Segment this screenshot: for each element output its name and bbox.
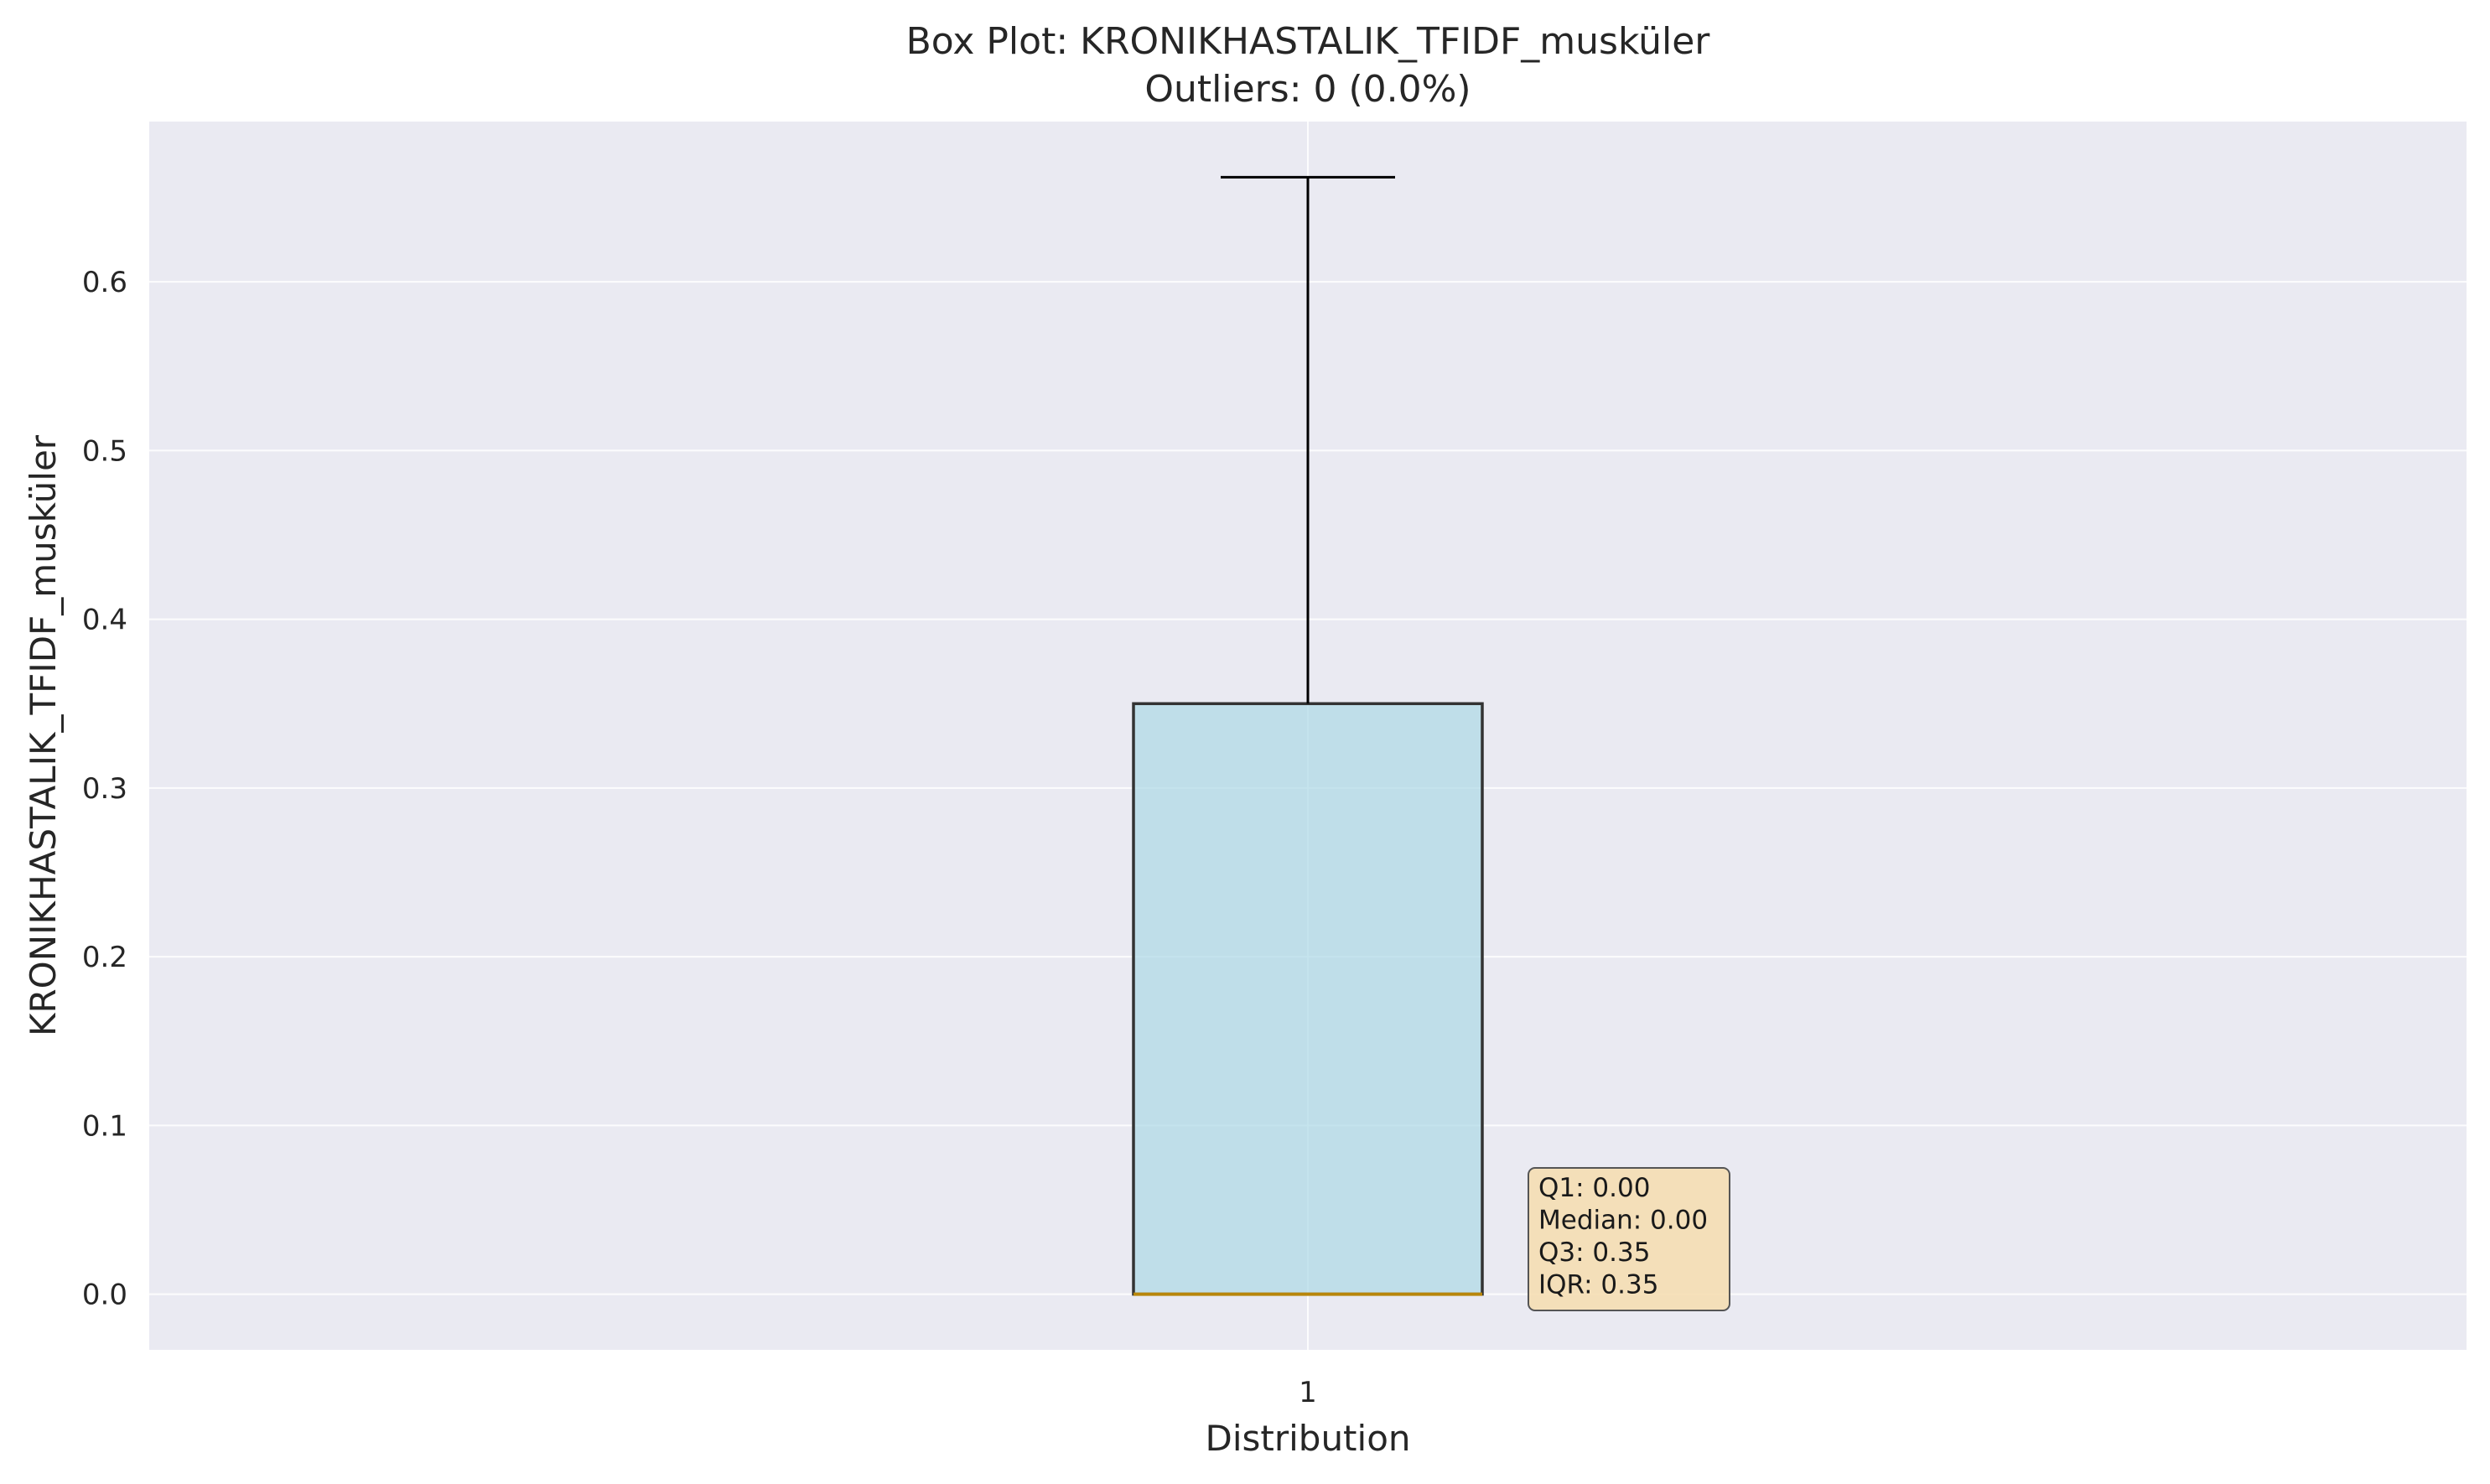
y-tick-label: 0.5	[82, 434, 127, 468]
y-axis-ticks: 0.0 0.1 0.2 0.3 0.4 0.5 0.6	[82, 266, 127, 1311]
stats-line: Q1: 0.00	[1538, 1173, 1650, 1203]
x-tick-label: 1	[1299, 1376, 1317, 1409]
y-tick-label: 0.1	[82, 1109, 127, 1143]
y-tick-label: 0.0	[82, 1279, 127, 1312]
box-iqr	[1132, 702, 1484, 1296]
chart-title: Box Plot: KRONIKHASTALIK_TFIDF_musküler	[906, 20, 1711, 63]
stats-line: Median: 0.00	[1538, 1206, 1708, 1236]
y-tick-label: 0.2	[82, 941, 127, 974]
stats-line: IQR: 0.35	[1538, 1270, 1658, 1300]
y-tick-label: 0.3	[82, 772, 127, 806]
box-plot-marks	[1132, 175, 1484, 1296]
stats-line: Q3: 0.35	[1538, 1238, 1650, 1268]
x-axis-label: Distribution	[1205, 1418, 1410, 1459]
chart-subtitle: Outliers: 0 (0.0%)	[1144, 68, 1471, 111]
y-axis-label: KRONIKHASTALIK_TFIDF_musküler	[23, 434, 64, 1036]
x-axis-ticks: 1	[1299, 1376, 1317, 1409]
y-tick-label: 0.4	[82, 604, 127, 637]
stats-box-background	[1528, 1167, 1730, 1311]
y-tick-label: 0.6	[82, 266, 127, 299]
